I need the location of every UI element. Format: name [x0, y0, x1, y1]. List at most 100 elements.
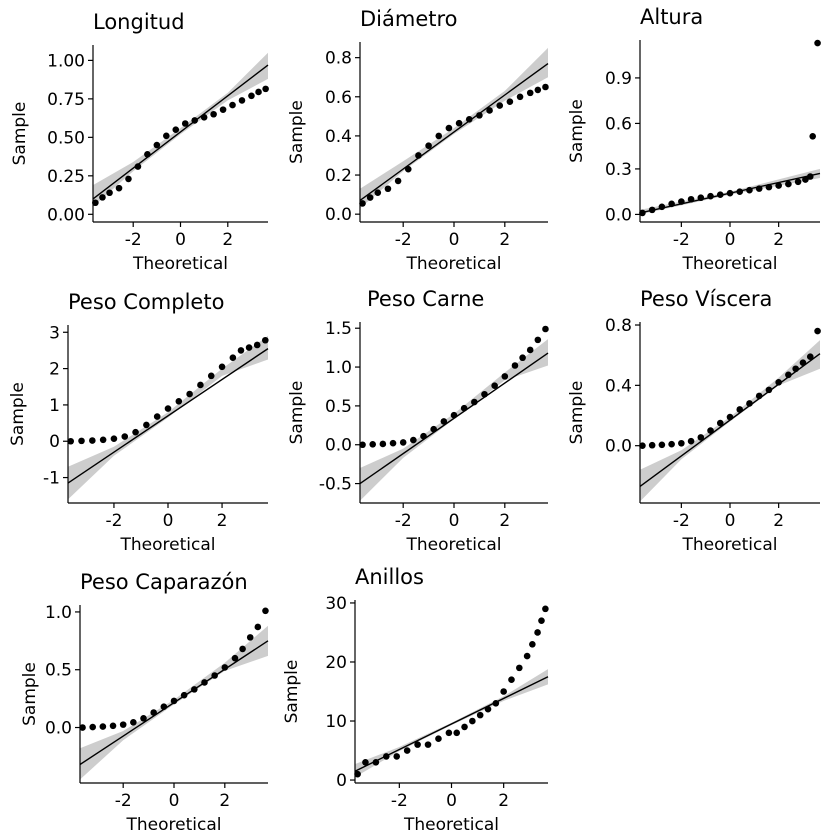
- sample-point: [414, 741, 421, 748]
- y-axis-title: Sample: [567, 99, 587, 163]
- sample-point: [153, 141, 161, 149]
- y-tick-label: 0.3: [605, 160, 632, 180]
- y-tick-label: 0.8: [605, 316, 632, 336]
- sample-point: [707, 427, 714, 434]
- x-axis-title: Theoretical: [682, 535, 778, 555]
- sample-point: [445, 729, 453, 737]
- sample-point: [687, 437, 695, 445]
- facet-title: Peso Carne: [367, 287, 484, 311]
- facet-title: Altura: [640, 5, 703, 29]
- y-tick-label: 0.6: [605, 114, 632, 134]
- sample-point: [369, 441, 377, 448]
- sample-point: [79, 724, 86, 731]
- sample-point: [648, 441, 656, 449]
- sample-point: [516, 93, 524, 101]
- x-axis-title: Theoretical: [120, 535, 216, 555]
- x-tick-label: -2: [673, 511, 690, 531]
- facet-panel: Peso Carne -2 0 2 -0.5 0.0 0.5 1.0 1.5 Theoretica…: [287, 287, 549, 555]
- x-tick-label: -2: [395, 230, 412, 250]
- sample-point: [814, 39, 821, 47]
- sample-point: [125, 175, 132, 183]
- y-tick-label: 0: [336, 771, 347, 791]
- sample-point: [755, 392, 763, 400]
- sample-point: [496, 102, 504, 109]
- y-tick-label: 0.0: [605, 437, 632, 457]
- x-axis-title: Theoretical: [406, 535, 502, 555]
- sample-point: [534, 629, 541, 636]
- sample-point: [160, 703, 168, 711]
- sample-point: [191, 117, 198, 124]
- sample-point: [523, 652, 531, 660]
- y-tick-label: 0.9: [605, 69, 632, 89]
- facet-title: Peso Completo: [68, 290, 224, 314]
- sample-point: [200, 114, 208, 121]
- y-axis-title: Sample: [8, 382, 28, 446]
- sample-point: [678, 198, 685, 205]
- y-tick-label: 20: [325, 653, 347, 673]
- y-tick-label: 1.0: [45, 603, 72, 623]
- sample-point: [799, 359, 807, 367]
- sample-point: [445, 124, 453, 132]
- sample-point: [455, 119, 463, 127]
- reference-line: [92, 64, 269, 200]
- facet-panel: Peso Caparazón -2 0 2 0.0 0.5 1.0 Theoretical Sa…: [20, 570, 269, 835]
- sample-point: [211, 672, 218, 679]
- sample-point: [430, 425, 437, 433]
- sample-point: [92, 199, 99, 207]
- sample-point: [382, 753, 390, 760]
- x-tick-label: 2: [499, 511, 510, 531]
- sample-point: [239, 645, 246, 653]
- x-tick-label: 0: [175, 230, 186, 250]
- sample-point: [115, 184, 123, 192]
- sample-point: [501, 373, 509, 380]
- sample-point: [697, 194, 705, 202]
- sample-point: [415, 152, 422, 159]
- sample-point: [359, 441, 366, 449]
- sample-point: [393, 753, 401, 760]
- sample-point: [207, 372, 215, 380]
- sample-point: [262, 85, 269, 93]
- y-tick-label: 10: [325, 712, 347, 732]
- y-tick-label: 1.5: [325, 319, 352, 339]
- x-tick-label: -2: [391, 791, 408, 811]
- sample-point: [806, 353, 814, 360]
- sample-point: [678, 439, 685, 447]
- sample-point: [175, 397, 183, 405]
- sample-point: [404, 165, 412, 173]
- sample-point: [792, 365, 799, 373]
- sample-point: [460, 404, 468, 412]
- x-axis-title: Theoretical: [403, 815, 499, 835]
- x-axis-title: Theoretical: [406, 254, 502, 274]
- sample-point: [668, 440, 675, 448]
- sample-point: [435, 132, 443, 140]
- sample-point: [150, 709, 157, 716]
- sample-point: [794, 178, 802, 186]
- sample-point: [394, 177, 402, 185]
- y-axis-title: Sample: [20, 662, 40, 726]
- y-tick-label: 0.5: [45, 661, 72, 681]
- facet-title: Peso Víscera: [640, 287, 772, 311]
- sample-point: [261, 336, 269, 344]
- sample-point: [180, 691, 188, 699]
- x-tick-label: 2: [219, 791, 230, 811]
- sample-point: [89, 723, 97, 731]
- sample-point: [508, 676, 515, 683]
- x-tick-label: 2: [217, 511, 228, 531]
- facet-title: Diámetro: [360, 7, 458, 31]
- y-axis-title: Sample: [287, 381, 307, 445]
- sample-point: [658, 203, 666, 211]
- sample-point: [814, 327, 821, 335]
- facet-panel: Peso Víscera -2 0 2 0.0 0.4 0.8 Theoretical Samp…: [567, 287, 821, 555]
- sample-point: [354, 770, 361, 778]
- sample-point: [785, 180, 792, 188]
- sample-point: [707, 192, 714, 200]
- y-tick-label: 0.2: [325, 166, 352, 186]
- sample-point: [716, 419, 724, 427]
- sample-point: [435, 735, 442, 743]
- y-tick-label: 0.0: [325, 436, 352, 456]
- sample-point: [746, 400, 753, 407]
- sample-point: [134, 163, 142, 170]
- sample-point: [384, 185, 392, 193]
- sample-point: [519, 354, 526, 362]
